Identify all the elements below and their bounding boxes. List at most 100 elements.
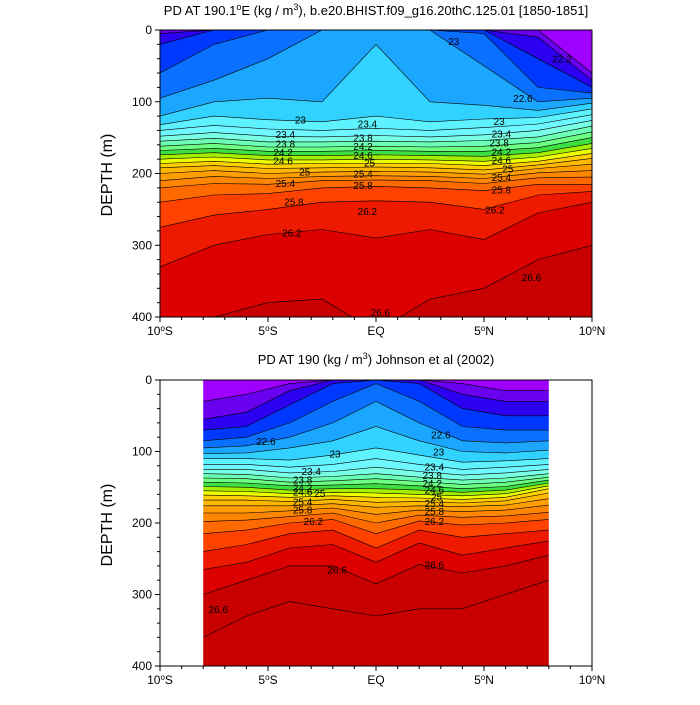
obs-contour-24.2	[203, 476, 549, 485]
obs-contour-label: 25.4	[293, 498, 313, 509]
model-band-0	[160, 30, 592, 74]
model-contour-label: 24.6	[273, 157, 293, 168]
obs-contour-25.2	[203, 492, 549, 504]
model-contour-label: 23.8	[276, 139, 296, 150]
model-plot-area: 2322.222.62323.423.824.224.62525.425.826…	[160, 30, 592, 319]
model-contour-24.2	[160, 131, 592, 148]
model-contour-label: 25.8	[353, 181, 373, 192]
obs-contour-26.4	[203, 540, 549, 570]
obs-contour-label: 26.6	[425, 561, 445, 572]
obs-contour-label: 26.6	[209, 605, 229, 616]
obs-contour-label: 25	[314, 489, 326, 500]
obs-contour-label: 26.2	[304, 517, 324, 528]
obs-contour-label: 23.4	[301, 467, 321, 478]
model-contour-26.6	[213, 245, 592, 317]
model-contour-label: 25.4	[492, 173, 512, 184]
model-xtick-label: 5oS	[258, 324, 277, 339]
obs-panel: PD AT 190 (kg / m3) Johnson et al (2002)…	[99, 351, 605, 687]
obs-contour-23	[203, 401, 549, 449]
obs-xtick-label: 5oS	[258, 673, 277, 688]
obs-contour-23.6	[203, 458, 549, 470]
model-contour-22.8	[160, 30, 592, 94]
model-title: PD AT 190.1oE (kg / m3), b.e20.BHIST.f09…	[164, 2, 588, 18]
obs-contour-25.6	[203, 504, 549, 515]
obs-ytick-label: 0	[145, 373, 152, 387]
obs-no-data-right	[548, 380, 592, 666]
model-contour-label: 25	[299, 167, 311, 178]
model-ytick-label: 200	[132, 167, 152, 181]
obs-contour-label: 25.4	[425, 499, 445, 510]
model-xtick-label: EQ	[367, 324, 384, 338]
obs-contour-22.8	[203, 383, 549, 442]
obs-contour-label: 26.6	[327, 566, 347, 577]
obs-contour-26.2	[203, 529, 549, 552]
model-contour-22.4	[160, 30, 592, 81]
model-contour-22.6	[160, 30, 592, 88]
obs-ytick-label: 300	[132, 588, 152, 602]
obs-contour-label: 23.8	[293, 475, 313, 486]
model-contour-24.8	[160, 148, 592, 162]
model-xtick-label: 5oN	[474, 324, 494, 339]
obs-ytick-label: 100	[132, 445, 152, 459]
model-ylabel: DEPTH (m)	[99, 134, 116, 217]
model-contour-24.4	[160, 137, 592, 152]
obs-contour-26.8	[203, 579, 549, 638]
model-contour-23.8	[160, 120, 592, 138]
obs-no-data-left	[160, 380, 204, 666]
model-contour-label: 24.6	[492, 156, 512, 167]
model-ytick-label: 400	[132, 310, 152, 324]
model-band-3	[160, 30, 592, 94]
obs-contour-24.4	[203, 479, 549, 490]
model-contour-label: 24.6	[353, 151, 373, 162]
model-contour-26.4	[160, 201, 592, 268]
model-ytick-label: 0	[145, 23, 152, 37]
model-contour-label: 26.6	[371, 308, 391, 319]
model-contour-label: 26.6	[522, 273, 542, 284]
obs-contour-24	[203, 473, 549, 481]
obs-contour-22.4	[203, 380, 549, 420]
model-contour-label: 24.2	[353, 142, 373, 153]
model-contour-label: 24.2	[273, 148, 293, 159]
model-contour-24.6	[160, 143, 592, 157]
model-contour-25.2	[160, 158, 592, 171]
model-contour-23.4	[160, 108, 592, 125]
model-contour-label: 22.6	[513, 94, 533, 105]
model-contour-label: 26.2	[282, 228, 302, 239]
model-contour-23.2	[160, 43, 592, 117]
model-ytick-label: 300	[132, 238, 152, 252]
model-contour-label: 24.2	[492, 147, 512, 158]
model-contour-label: 26.2	[485, 205, 505, 216]
model-contour-label: 25.4	[276, 179, 296, 190]
model-contour-23.6	[160, 114, 592, 131]
obs-ytick-label: 400	[132, 659, 152, 673]
model-contour-label: 23.4	[492, 129, 512, 140]
obs-ytick-label: 200	[132, 516, 152, 530]
obs-contour-label: 25.8	[425, 507, 445, 518]
model-contour-label: 23	[448, 37, 460, 48]
model-contour-label: 23.4	[276, 130, 296, 141]
model-panel: PD AT 190.1oE (kg / m3), b.e20.BHIST.f09…	[99, 2, 605, 338]
obs-xtick-label: 10oN	[579, 673, 605, 688]
obs-contour-label: 23.4	[425, 463, 445, 474]
model-ytick-label: 100	[132, 95, 152, 109]
model-contour-label: 23	[295, 116, 307, 127]
obs-contour-26	[203, 519, 549, 535]
obs-contour-26.6	[203, 554, 549, 595]
model-contour-label: 25.4	[353, 170, 373, 181]
model-contour-label: 25.8	[284, 198, 304, 209]
obs-xtick-label: EQ	[367, 673, 384, 687]
model-contour-label: 25.8	[492, 185, 512, 196]
model-contour-label: 25	[502, 165, 514, 176]
obs-contour-label: 23	[433, 448, 445, 459]
model-contour-25.6	[160, 170, 592, 181]
model-contour-label: 22.2	[552, 55, 572, 66]
obs-contour-label: 24.6	[293, 488, 313, 499]
model-contour-26.2	[160, 191, 592, 228]
obs-contour-label: 25	[431, 493, 443, 504]
obs-contour-25	[203, 488, 549, 500]
obs-xtick-label: 10oS	[147, 673, 173, 688]
